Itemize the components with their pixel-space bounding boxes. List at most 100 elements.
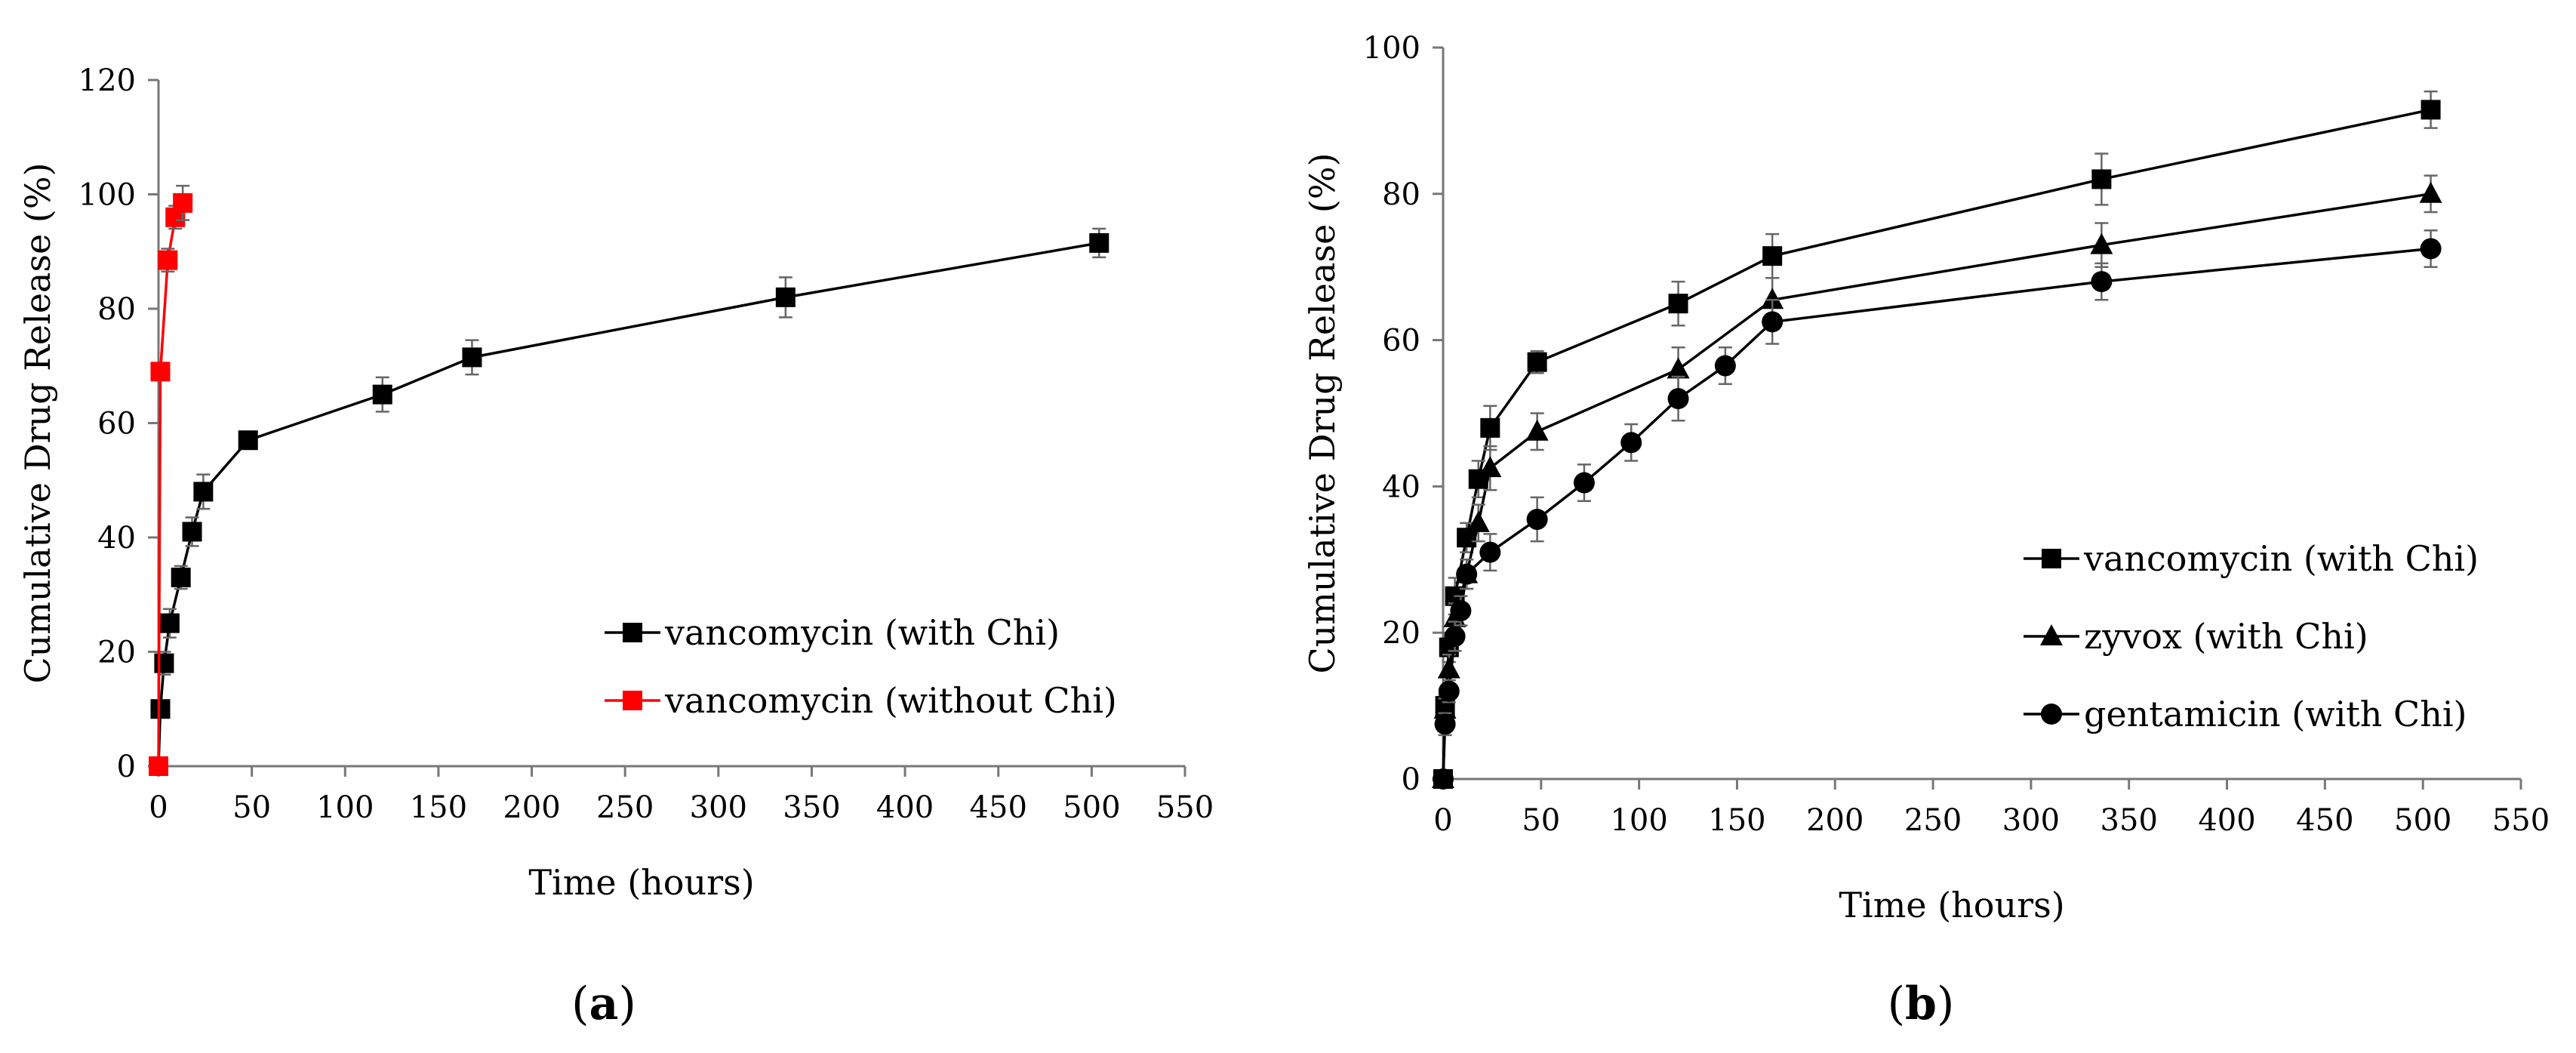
data-point <box>1450 600 1472 622</box>
x-tick-label: 550 <box>2492 803 2550 838</box>
data-point <box>1467 510 1490 532</box>
data-point <box>1437 657 1460 679</box>
legend-marker <box>2040 624 2063 645</box>
legend-entry-0: vancomycin (with Chi) <box>2024 538 2479 579</box>
x-axis-label: Time (hours) <box>1839 885 2064 925</box>
data-point <box>1434 713 1456 735</box>
data-point <box>2419 181 2442 203</box>
x-tick-label: 250 <box>596 790 654 825</box>
data-point <box>2091 169 2112 189</box>
x-tick-label: 50 <box>232 790 271 825</box>
y-tick-label: 100 <box>78 178 136 213</box>
x-tick-label: 500 <box>2394 803 2451 838</box>
y-tick-label: 20 <box>1382 616 1420 651</box>
legend-entry-1: zyvox (with Chi) <box>2024 616 2368 657</box>
data-point <box>238 430 258 451</box>
panel-label: (b) <box>1888 978 1955 1030</box>
legend-entry-1: vancomycin (without Chi) <box>605 680 1117 721</box>
legend-marker <box>2041 704 2062 725</box>
data-point <box>1667 388 1689 410</box>
x-tick-label: 0 <box>1433 803 1452 838</box>
y-tick-label: 0 <box>117 750 136 784</box>
data-point <box>150 699 171 719</box>
x-tick-label: 150 <box>410 790 467 825</box>
legend-entry-0: vancomycin (with Chi) <box>605 612 1060 653</box>
legend-entry-2: gentamicin (with Chi) <box>2024 694 2467 734</box>
data-point <box>158 250 178 270</box>
x-tick-label: 50 <box>1522 803 1560 838</box>
x-tick-label: 350 <box>783 790 840 825</box>
y-tick-label: 40 <box>1382 470 1420 504</box>
x-tick-label: 400 <box>876 790 934 825</box>
legend-label: vancomycin (without Chi) <box>664 680 1117 721</box>
data-point <box>1444 626 1466 648</box>
data-point <box>1089 232 1109 253</box>
y-axis-label: Cumulative Drug Release (%) <box>17 162 58 683</box>
legend-label: gentamicin (with Chi) <box>2084 694 2467 734</box>
data-point <box>1762 311 1784 333</box>
data-point <box>171 568 191 588</box>
data-point <box>1573 472 1595 494</box>
chart-panel-a: 0 50 100 150 200 250 300 350 400 450 500 550 0 20 40 60… <box>17 63 1214 1030</box>
data-point <box>1438 680 1460 702</box>
data-point <box>1668 294 1688 314</box>
x-tick-label: 100 <box>316 790 374 825</box>
data-point <box>150 362 171 382</box>
y-tick-label: 80 <box>97 292 136 327</box>
data-point <box>173 192 193 213</box>
y-tick-label: 0 <box>1402 762 1420 797</box>
legend-marker <box>2042 549 2061 568</box>
x-tick-label: 300 <box>690 790 747 825</box>
series-0 <box>1433 90 2441 789</box>
x-tick-label: 350 <box>2101 803 2158 838</box>
data-point <box>2420 238 2442 260</box>
series-1 <box>149 184 193 776</box>
data-point <box>2421 100 2441 120</box>
y-tick-label: 120 <box>78 63 136 98</box>
y-tick-label: 80 <box>1382 177 1420 212</box>
data-point <box>1456 563 1478 585</box>
y-tick-label: 40 <box>97 521 136 556</box>
x-tick-label: 400 <box>2198 803 2255 838</box>
y-tick-label: 100 <box>1363 31 1420 66</box>
data-point <box>1479 541 1501 563</box>
data-point <box>1761 288 1784 309</box>
data-point <box>154 653 174 673</box>
data-point <box>372 384 392 405</box>
x-tick-label: 300 <box>2002 803 2060 838</box>
data-point <box>1479 456 1502 478</box>
data-point <box>462 347 482 368</box>
data-point <box>1480 417 1500 438</box>
data-point <box>1527 352 1547 372</box>
data-point <box>775 287 796 307</box>
series-2 <box>1433 229 2442 790</box>
y-tick-label: 60 <box>97 407 136 442</box>
data-point <box>1714 355 1736 377</box>
legend-label: zyvox (with Chi) <box>2084 616 2368 657</box>
x-tick-label: 500 <box>1063 790 1120 825</box>
x-tick-label: 150 <box>1708 803 1765 838</box>
data-point <box>1433 768 1454 790</box>
x-tick-label: 450 <box>970 790 1027 825</box>
x-tick-label: 200 <box>503 790 560 825</box>
legend-label: vancomycin (with Chi) <box>2083 538 2479 579</box>
data-point <box>159 613 180 633</box>
data-point <box>1620 432 1642 454</box>
x-tick-label: 250 <box>1904 803 1962 838</box>
panel-label: (a) <box>571 978 636 1030</box>
y-tick-label: 60 <box>1382 324 1420 359</box>
data-point <box>1667 357 1690 379</box>
series-line <box>1442 108 2431 780</box>
data-point <box>1525 419 1549 441</box>
x-tick-label: 550 <box>1156 790 1214 825</box>
data-point <box>1762 246 1783 266</box>
data-point <box>193 482 214 502</box>
data-point <box>149 756 168 776</box>
y-axis-label: Cumulative Drug Release (%) <box>1302 152 1343 673</box>
x-tick-label: 0 <box>149 790 168 825</box>
data-point <box>2090 232 2113 254</box>
data-point <box>1526 509 1548 531</box>
legend-marker <box>623 623 642 642</box>
data-point <box>182 522 202 542</box>
